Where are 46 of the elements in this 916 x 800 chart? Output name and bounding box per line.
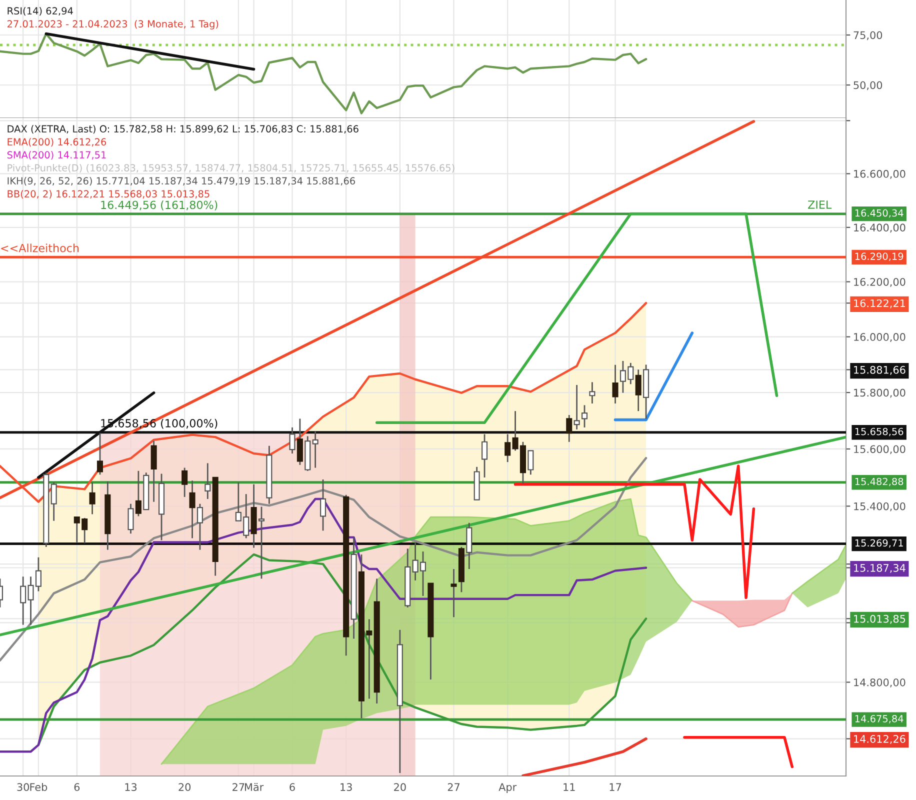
ref-line-label: 15.658,56 <box>855 428 904 436</box>
y-tick-label: 16.000,00 <box>854 333 906 342</box>
y-tick-label: 15.400,00 <box>854 502 906 512</box>
y-tick-label: 16.600,00 <box>854 170 906 179</box>
x-tick-label: 13 <box>125 783 137 792</box>
y-tick-label: 14.612,26 <box>854 735 906 744</box>
x-tick-label: 17 <box>610 783 622 791</box>
y-tick-label: 14.800,00 <box>854 678 906 688</box>
x-tick-label: Mär <box>244 782 264 792</box>
x-tick-label: 6 <box>74 783 80 792</box>
x-tick-label: 11 <box>564 783 575 791</box>
annotation: ZIEL <box>808 200 832 209</box>
x-tick-label: 27 <box>448 783 460 791</box>
annotation: SMA(200) 14.117,51 <box>7 151 106 160</box>
annotation: RSI(14) 62,94 <box>8 7 73 16</box>
annotation: EMA(200) 14.612,26 <box>8 138 106 147</box>
y-tick-label: 15.013,85 <box>854 614 906 624</box>
annotation: DAX (XETRA, Last) O: 15.782,58 H: 15.899,62 L: 15.706,83 C: 15.881,66 <box>8 125 358 134</box>
annotation: Pivot-Punkte(D) (16023.83, 15953.57, 15874.77, 15804.51, 15725.71, 15655.45, 15576.65) <box>8 164 454 173</box>
x-tick-label: 27 <box>232 783 244 791</box>
annotation: 16.449,56 (161,80%) <box>101 200 218 210</box>
ref-line-label: 16.290,19 <box>855 252 904 261</box>
x-tick-label: 20 <box>394 783 406 792</box>
ref-line-label: 16.450,34 <box>855 209 904 218</box>
y-tick-label: 15.881,66 <box>854 366 906 375</box>
x-tick-label: Apr <box>498 783 517 794</box>
ref-line-label: 15.269,71 <box>855 539 903 548</box>
annotation: BB(20, 2) 16.122,21 15.568,03 15.013,85 <box>8 190 210 199</box>
annotation: <<Allzeithoch <box>1 244 79 252</box>
annotation: 27.01.2023 - 21.04.2023 (3 Monate, 1 Tag) <box>7 20 218 30</box>
y-tick-label: 16.122,21 <box>854 299 905 308</box>
x-tick-label: 20 <box>178 783 191 792</box>
y-tick-label: 15.600,00 <box>854 445 906 454</box>
ref-line-label: 14.675,84 <box>855 715 904 724</box>
y-tick-label: 16.200,00 <box>854 278 906 287</box>
y-tick-label: 15.800,00 <box>854 388 906 398</box>
annotation: IKH(9, 26, 52, 26) 15.771,04 15.187,34 15.479,19 15.187,34 15.881,66 <box>8 177 355 186</box>
x-tick-label: Feb <box>30 782 48 792</box>
y-tick-label: 75,00 <box>854 31 882 40</box>
y-tick-label: 15.187,34 <box>854 564 906 573</box>
ref-line-label: 15.482,88 <box>855 478 904 486</box>
x-tick-label: 30 <box>17 783 30 792</box>
x-tick-label: 13 <box>340 783 352 792</box>
x-tick-label: 6 <box>290 783 295 792</box>
y-tick-label: 16.400,00 <box>854 224 906 233</box>
y-tick-label: 50,00 <box>854 81 882 90</box>
